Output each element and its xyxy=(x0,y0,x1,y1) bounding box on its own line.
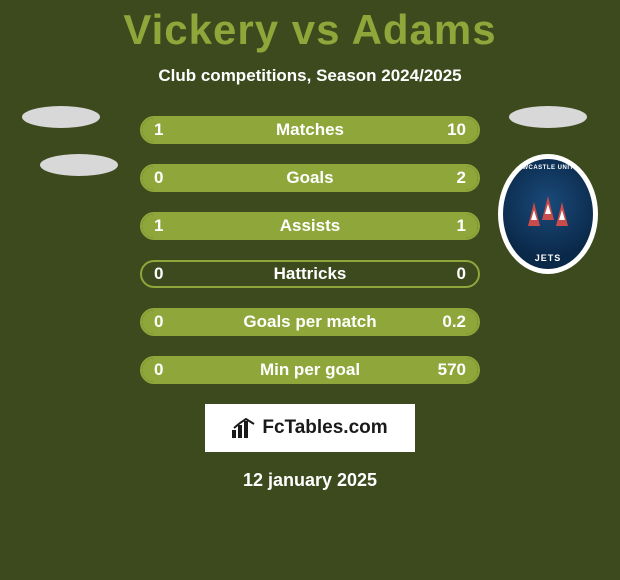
stat-row: 0 Hattricks 0 xyxy=(140,260,480,288)
subtitle: Club competitions, Season 2024/2025 xyxy=(158,66,461,86)
crest-jets-icon xyxy=(528,202,568,226)
placeholder-badge-icon xyxy=(40,154,118,176)
club-crest-icon: NEWCASTLE UNITED JETS xyxy=(498,154,598,274)
page-title: Vickery vs Adams xyxy=(123,6,496,54)
stat-value-left: 0 xyxy=(154,360,163,380)
stat-value-right: 1 xyxy=(457,216,466,236)
crest-text-top: NEWCASTLE UNITED xyxy=(513,165,583,171)
stat-value-right: 570 xyxy=(438,360,466,380)
comparison-card: Vickery vs Adams Club competitions, Seas… xyxy=(0,0,620,580)
stat-value-right: 0.2 xyxy=(442,312,466,332)
stat-label: Assists xyxy=(280,216,340,236)
stat-row: 0 Min per goal 570 xyxy=(140,356,480,384)
date-text: 12 january 2025 xyxy=(243,470,377,491)
brand-box: FcTables.com xyxy=(205,404,415,452)
stat-value-right: 0 xyxy=(457,264,466,284)
stats-section: NEWCASTLE UNITED JETS 1 Matches 10 0 Goa… xyxy=(0,116,620,384)
brand-text: FcTables.com xyxy=(262,417,387,439)
stat-label: Goals per match xyxy=(243,312,376,332)
stat-value-right: 10 xyxy=(447,120,466,140)
brand-chart-icon xyxy=(232,418,256,438)
placeholder-badge-icon xyxy=(22,106,100,128)
stat-label: Matches xyxy=(276,120,344,140)
right-player-badges: NEWCASTLE UNITED JETS xyxy=(498,106,598,274)
stat-row: 1 Matches 10 xyxy=(140,116,480,144)
stat-label: Hattricks xyxy=(274,264,347,284)
stat-label: Goals xyxy=(286,168,333,188)
stat-value-right: 2 xyxy=(457,168,466,188)
stat-row: 0 Goals per match 0.2 xyxy=(140,308,480,336)
stat-value-left: 0 xyxy=(154,168,163,188)
stat-value-left: 1 xyxy=(154,120,163,140)
left-player-badges xyxy=(22,106,118,176)
stat-value-left: 0 xyxy=(154,264,163,284)
stat-label: Min per goal xyxy=(260,360,360,380)
stat-row: 1 Assists 1 xyxy=(140,212,480,240)
crest-text-bottom: JETS xyxy=(535,253,562,263)
placeholder-badge-icon xyxy=(509,106,587,128)
stat-value-left: 1 xyxy=(154,216,163,236)
stat-row: 0 Goals 2 xyxy=(140,164,480,192)
stat-value-left: 0 xyxy=(154,312,163,332)
